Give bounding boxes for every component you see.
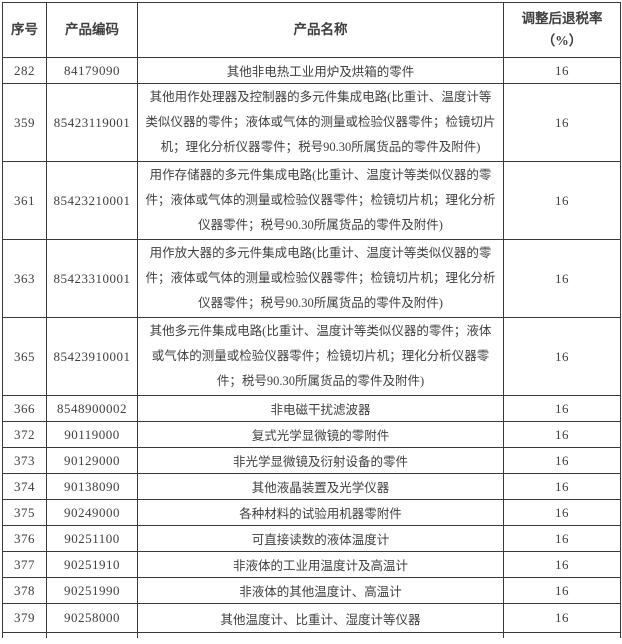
cell-product-name: 其他温度计、比重计、湿度计等仪器 [137, 603, 504, 633]
header-serial: 序号 [2, 2, 47, 58]
cell-rate: 16 [503, 395, 621, 422]
cell-serial: 379 [2, 603, 47, 633]
header-rebate-rate-line2: （%） [541, 33, 583, 48]
cell-rate: 16 [503, 499, 621, 526]
cell-serial: 376 [2, 525, 47, 552]
cell-serial: 373 [2, 447, 47, 474]
table-row: 374 90138090 其他液晶装置及光学仪器 16 [2, 473, 621, 500]
cell-product-name: 非光学显微镜及衍射设备的零件 [137, 447, 504, 474]
table-row: 378 90251990 非液体的其他温度计、高温计 16 [2, 577, 621, 604]
table-row: 359 85423119001 其他用作处理器及控制器的多元件集成电路(比重计、… [2, 83, 621, 162]
table-row: 377 90251910 非液体的工业用温度计及高温计 16 [2, 551, 621, 578]
cell-product-code: 90251910 [46, 551, 138, 578]
cell-product-code: 85423910001 [46, 317, 138, 396]
cell-product-code: 85423310001 [46, 239, 138, 318]
table-row: 282 84179090 其他非电热工业用炉及烘箱的零件 16 [2, 57, 621, 84]
cell-product-name: 其他用作处理器及控制器的多元件集成电路(比重计、温度计等类似仪器的零件；液体或气… [137, 83, 504, 162]
cell-serial: 366 [2, 395, 47, 422]
cell-rate: 16 [503, 317, 621, 396]
cell-rate: 16 [503, 57, 621, 84]
cell-product-name: 非液体的工业用温度计及高温计 [137, 551, 504, 578]
header-row: 序号 产品编码 产品名称 调整后退税率 （%） [2, 2, 621, 58]
cell-serial: 372 [2, 421, 47, 448]
table-row: 375 90249000 各种材料的试验用机器零附件 16 [2, 499, 621, 526]
cell-product-code: 8548900002 [46, 395, 138, 422]
cell-product-name: 可直接读数的液体温度计 [137, 525, 504, 552]
cell-product-name: 其他多元件集成电路(比重计、温度计等类似仪器的零件；液体或气体的测量或检验仪器零… [137, 317, 504, 396]
cell-product-name: 非电磁干扰滤波器 [137, 395, 504, 422]
cell-product-code: 85423119001 [46, 83, 138, 162]
cell-rate: 16 [503, 525, 621, 552]
cell-product-name: 用作存储器的多元件集成电路(比重计、温度计等类似仪器的零件；液体或气体的测量或检… [137, 161, 504, 240]
cell-product-code: 84179090 [46, 57, 138, 84]
cell-serial: 374 [2, 473, 47, 500]
cell-product-name: 各种材料的试验用机器零附件 [137, 499, 504, 526]
header-product-name: 产品名称 [137, 2, 504, 58]
cell-serial: 359 [2, 83, 47, 162]
cell-product-name: 非液体的其他温度计、高温计 [137, 577, 504, 604]
cell-product-code: 85423210001 [46, 161, 138, 240]
cell-serial: 365 [2, 317, 47, 396]
cell-product-code: 90129000 [46, 447, 138, 474]
cell-product-name: 用作放大器的多元件集成电路(比重计、温度计等类似仪器的零件；液体或气体的测量或检… [137, 239, 504, 318]
table-row: 373 90129000 非光学显微镜及衍射设备的零件 16 [2, 447, 621, 474]
header-product-code: 产品编码 [46, 2, 138, 58]
table-row-cutoff [2, 632, 621, 638]
cell-rate: 16 [503, 447, 621, 474]
cell-product-code: 90249000 [46, 499, 138, 526]
table-row: 372 90119000 复式光学显微镜的零附件 16 [2, 421, 621, 448]
cell-rate: 16 [503, 239, 621, 318]
cell-serial: 378 [2, 577, 47, 604]
cell-serial: 361 [2, 161, 47, 240]
cell-product-code: 90251990 [46, 577, 138, 604]
cell-product-name: 其他液晶装置及光学仪器 [137, 473, 504, 500]
cell-rate: 16 [503, 473, 621, 500]
table-row: 366 8548900002 非电磁干扰滤波器 16 [2, 395, 621, 422]
cell-rate: 16 [503, 577, 621, 604]
cell-product-name: 其他非电热工业用炉及烘箱的零件 [137, 57, 504, 84]
cell-product-name: 复式光学显微镜的零附件 [137, 421, 504, 448]
cell-serial: 377 [2, 551, 47, 578]
cell-rate: 16 [503, 551, 621, 578]
cell-serial: 363 [2, 239, 47, 318]
cell-serial: 282 [2, 57, 47, 84]
cell-serial: 375 [2, 499, 47, 526]
table-row: 379 90258000 其他温度计、比重计、湿度计等仪器 16 [2, 603, 621, 633]
table-row: 361 85423210001 用作存储器的多元件集成电路(比重计、温度计等类似… [2, 161, 621, 240]
table-row: 365 85423910001 其他多元件集成电路(比重计、温度计等类似仪器的零… [2, 317, 621, 396]
cell-product-code: 90251100 [46, 525, 138, 552]
cell-rate: 16 [503, 421, 621, 448]
cell-rate: 16 [503, 83, 621, 162]
table-row: 376 90251100 可直接读数的液体温度计 16 [2, 525, 621, 552]
cell-product-code: 90258000 [46, 603, 138, 633]
cell-product-code: 90138090 [46, 473, 138, 500]
cell-rate: 16 [503, 603, 621, 633]
cell-rate: 16 [503, 161, 621, 240]
header-rebate-rate-line1: 调整后退税率 [521, 11, 603, 26]
header-rebate-rate: 调整后退税率 （%） [503, 2, 621, 58]
cell-product-code: 90119000 [46, 421, 138, 448]
table-row: 363 85423310001 用作放大器的多元件集成电路(比重计、温度计等类似… [2, 239, 621, 318]
